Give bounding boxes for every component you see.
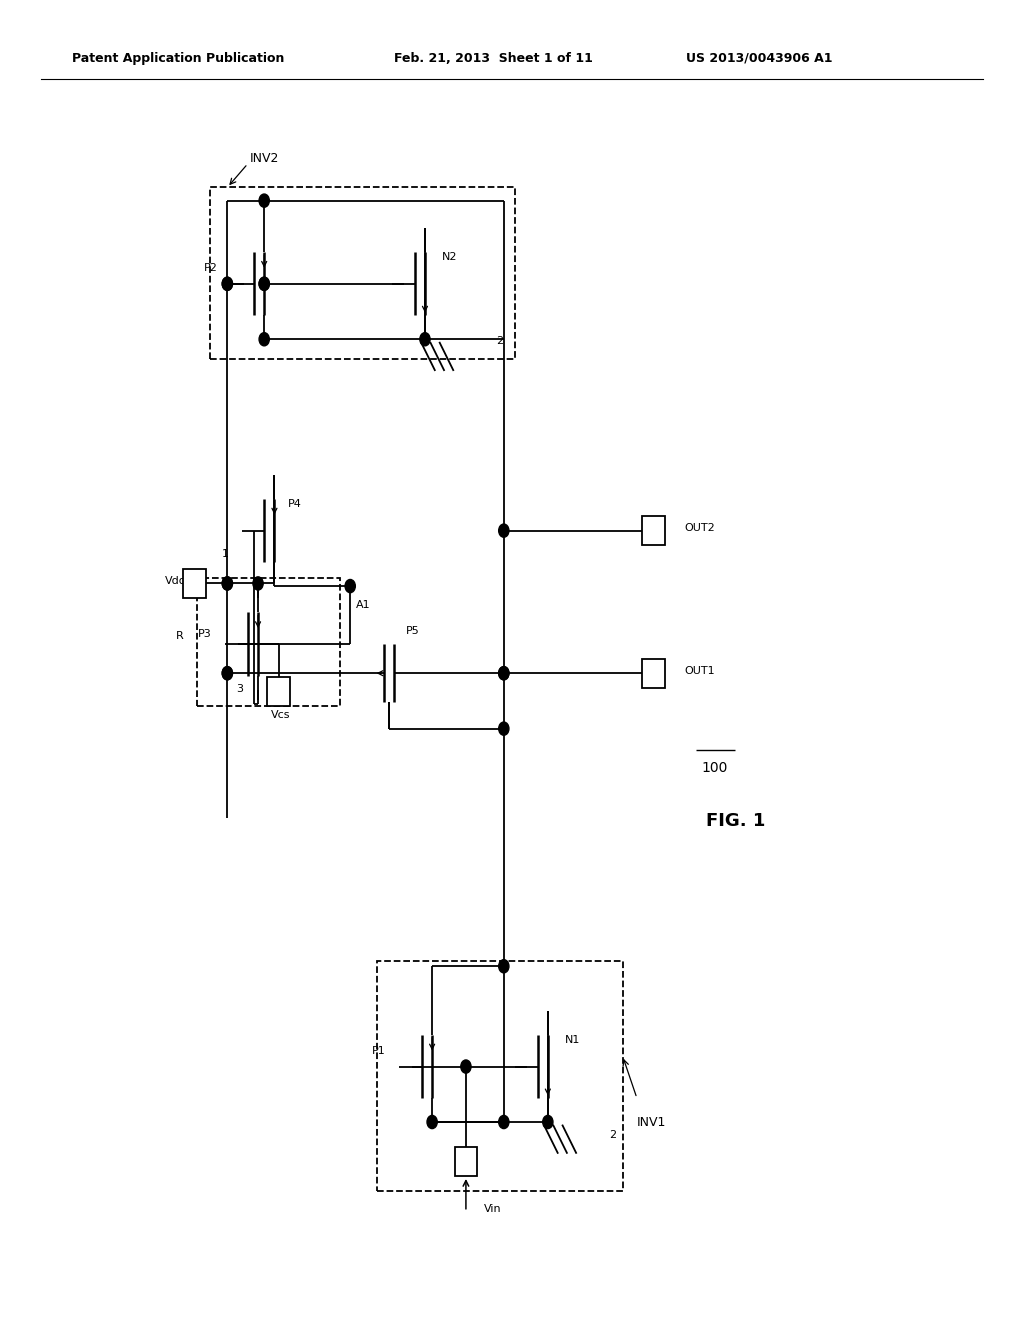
Text: P5: P5 [406, 626, 420, 636]
Circle shape [427, 1115, 437, 1129]
Text: FIG. 1: FIG. 1 [706, 812, 765, 830]
Circle shape [543, 1115, 553, 1129]
Circle shape [222, 277, 232, 290]
Text: Vcs: Vcs [270, 710, 291, 721]
Bar [455, 1147, 477, 1176]
Circle shape [259, 277, 269, 290]
Circle shape [222, 277, 232, 290]
Bar [642, 516, 665, 545]
Circle shape [499, 722, 509, 735]
Text: P2: P2 [204, 263, 218, 273]
Text: 2: 2 [609, 1130, 615, 1140]
Circle shape [222, 577, 232, 590]
Text: 3: 3 [237, 684, 243, 694]
Circle shape [499, 667, 509, 680]
Text: 100: 100 [701, 762, 728, 775]
Circle shape [222, 667, 232, 680]
Text: 2: 2 [497, 335, 503, 346]
Text: N1: N1 [564, 1035, 581, 1045]
Circle shape [259, 194, 269, 207]
Circle shape [222, 577, 232, 590]
Bar [642, 659, 665, 688]
Text: IN: IN [463, 1154, 473, 1164]
Text: INV1: INV1 [637, 1115, 667, 1129]
Text: R: R [176, 631, 184, 642]
Text: N2: N2 [441, 252, 458, 263]
Circle shape [222, 667, 232, 680]
Circle shape [345, 579, 355, 593]
Bar [210, 187, 515, 359]
Circle shape [499, 1115, 509, 1129]
Text: P1: P1 [372, 1045, 386, 1056]
Circle shape [253, 577, 263, 590]
Bar [377, 961, 623, 1191]
Text: Vdd: Vdd [165, 576, 186, 586]
Circle shape [420, 333, 430, 346]
Circle shape [259, 333, 269, 346]
Text: P4: P4 [288, 499, 302, 510]
Text: Vin: Vin [484, 1204, 502, 1214]
Bar [267, 677, 290, 706]
Text: A1: A1 [356, 599, 371, 610]
Text: INV2: INV2 [250, 152, 279, 165]
Text: OUT1: OUT1 [684, 665, 715, 676]
Text: US 2013/0043906 A1: US 2013/0043906 A1 [686, 51, 833, 65]
Circle shape [461, 1060, 471, 1073]
Circle shape [499, 667, 509, 680]
Text: 1: 1 [222, 549, 228, 560]
Text: Feb. 21, 2013  Sheet 1 of 11: Feb. 21, 2013 Sheet 1 of 11 [394, 51, 593, 65]
Text: P3: P3 [198, 628, 212, 639]
Circle shape [499, 524, 509, 537]
Circle shape [259, 277, 269, 290]
Circle shape [499, 960, 509, 973]
Text: OUT2: OUT2 [684, 523, 715, 533]
Bar [183, 569, 206, 598]
Text: Patent Application Publication: Patent Application Publication [72, 51, 284, 65]
Bar [197, 578, 340, 706]
